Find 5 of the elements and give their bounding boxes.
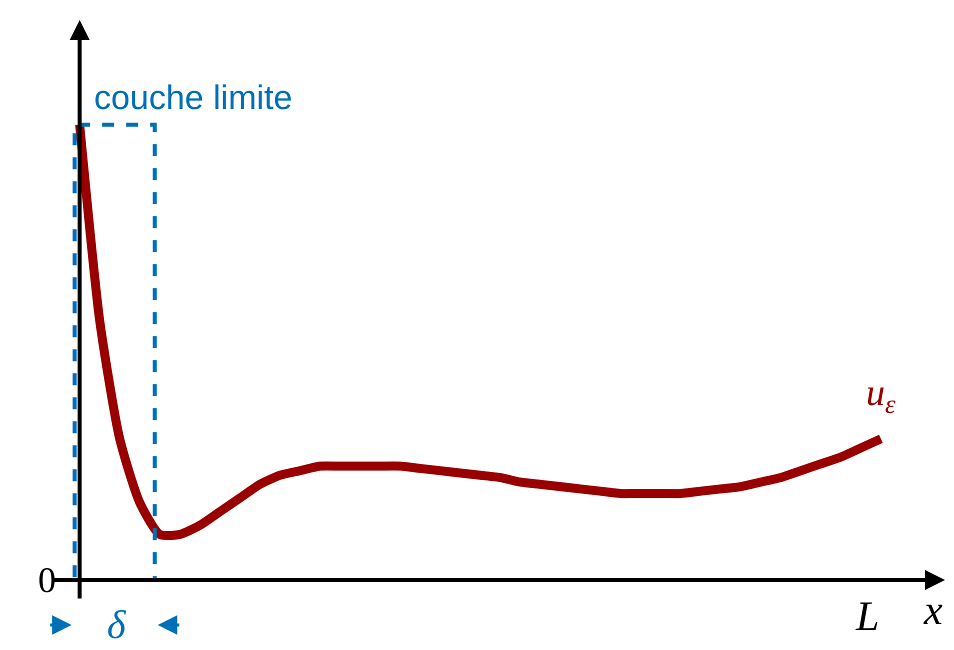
x-axis-title: x (923, 588, 943, 634)
text: couche limite (94, 79, 292, 117)
text: δ (107, 602, 127, 647)
text: L (855, 594, 880, 640)
series-label: u$_{ε}$ (866, 372, 896, 419)
